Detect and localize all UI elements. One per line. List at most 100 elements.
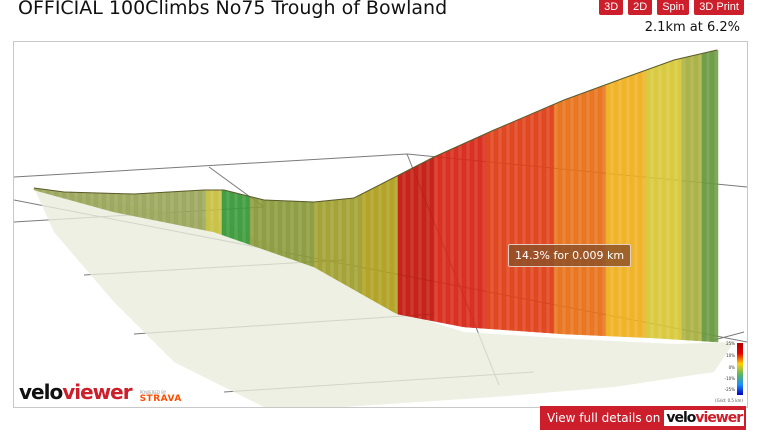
profile-strip [393, 175, 399, 315]
profile-strip [373, 185, 379, 304]
profile-strip [313, 201, 319, 270]
2d-button[interactable]: 2D [628, 0, 653, 15]
full-details-text: View full details on [547, 411, 661, 425]
profile-strip [389, 177, 395, 313]
profile-strip [657, 63, 663, 339]
profile-strip [249, 196, 255, 247]
profile-strip [465, 140, 471, 328]
profile-strip [453, 145, 459, 327]
profile-strip [145, 192, 151, 220]
profile-strip [605, 82, 611, 337]
profile-strip [57, 190, 63, 199]
profile-shadow [34, 188, 734, 407]
profile-strip [513, 119, 519, 332]
profile-strip [413, 164, 419, 319]
profile-strip [237, 193, 243, 243]
profile-strip [121, 193, 127, 215]
profile-strip [105, 192, 111, 212]
profile-strip [113, 193, 119, 214]
profile-strip [397, 173, 403, 316]
profile-strip [97, 192, 103, 210]
profile-strip [557, 100, 563, 335]
profile-strip [697, 53, 703, 342]
powered-by-strava: POWERED BY STRAVA [140, 391, 182, 404]
gradient-tooltip: 14.3% for 0.009 km [508, 244, 632, 267]
profile-strip [161, 191, 167, 223]
elevation-profile-graphic [14, 49, 747, 407]
profile-strip [461, 142, 467, 328]
profile-strip [409, 166, 415, 318]
profile-strip [433, 154, 439, 323]
profile-strip [321, 200, 327, 275]
profile-strip [417, 162, 423, 320]
profile-strip [117, 193, 123, 214]
gradient-color-bar [737, 343, 743, 395]
profile-strip [253, 197, 259, 248]
profile-strip [333, 199, 339, 282]
profile-top-edge [33, 49, 718, 203]
profile-strip [73, 192, 79, 203]
profile-strip [585, 90, 591, 336]
profile-strip [529, 112, 535, 333]
profile-strip [205, 189, 211, 232]
profile-strip [669, 59, 675, 340]
profile-strip [553, 102, 559, 334]
spin-button[interactable]: Spin [657, 0, 690, 15]
profile-strip [549, 103, 555, 334]
profile-strip [713, 49, 719, 343]
profile-strip [589, 88, 595, 336]
profile-strip [69, 191, 75, 202]
profile-strip [185, 190, 191, 228]
logo-text-velo: velo [19, 380, 63, 404]
profile-strip [533, 110, 539, 333]
profile-strip [693, 54, 699, 342]
3d-print-button[interactable]: 3D Print [694, 0, 744, 15]
profile-strip [701, 52, 707, 342]
profile-strip [541, 107, 547, 334]
profile-strip [189, 190, 195, 229]
profile-strip [661, 62, 667, 340]
profile-strip [481, 133, 487, 329]
veloviewer-logo: velo viewer POWERED BY STRAVA [19, 380, 182, 404]
profile-strip [565, 97, 571, 335]
profile-strip [341, 198, 347, 286]
profile-strip [497, 126, 503, 330]
profile-strip [173, 191, 179, 226]
elevation-3d-viewport[interactable]: 14.3% for 0.009 km velo viewer POWERED BY… [13, 41, 748, 408]
profile-strip [221, 189, 227, 237]
profile-strip [289, 200, 295, 261]
profile-strip [309, 201, 315, 268]
profile-strip [381, 181, 387, 309]
3d-button[interactable]: 3D [599, 0, 624, 15]
strava-logo: STRAVA [139, 394, 182, 404]
view-full-details-button[interactable]: View full details on veloviewer [540, 406, 746, 430]
profile-strip [509, 121, 515, 331]
profile-strip [501, 124, 507, 331]
profile-strip [81, 192, 87, 205]
profile-strip [525, 114, 531, 332]
profile-strip [613, 79, 619, 337]
profile-strip [593, 87, 599, 336]
logo-text-viewer: viewer [62, 380, 132, 404]
profile-strip [645, 68, 651, 339]
profile-strip [633, 72, 639, 338]
profile-strip [357, 193, 363, 295]
profile-strip [61, 191, 67, 200]
profile-strip [157, 192, 163, 222]
profile-strip [297, 201, 303, 264]
profile-strip [281, 200, 287, 258]
profile-strip [225, 190, 231, 238]
profile-strip [537, 109, 543, 333]
profile-strip [641, 69, 647, 338]
profile-strip [265, 199, 271, 252]
profile-strip [141, 193, 147, 219]
profile-strip [709, 50, 715, 343]
profile-strip [149, 192, 155, 221]
profile-strip [473, 136, 479, 329]
profile-strip [637, 71, 643, 338]
profile-strip [441, 151, 447, 324]
profile-strip [705, 51, 711, 342]
profile-strip [165, 191, 171, 224]
profile-strip [489, 129, 495, 330]
legend-label: 25% [726, 341, 735, 346]
